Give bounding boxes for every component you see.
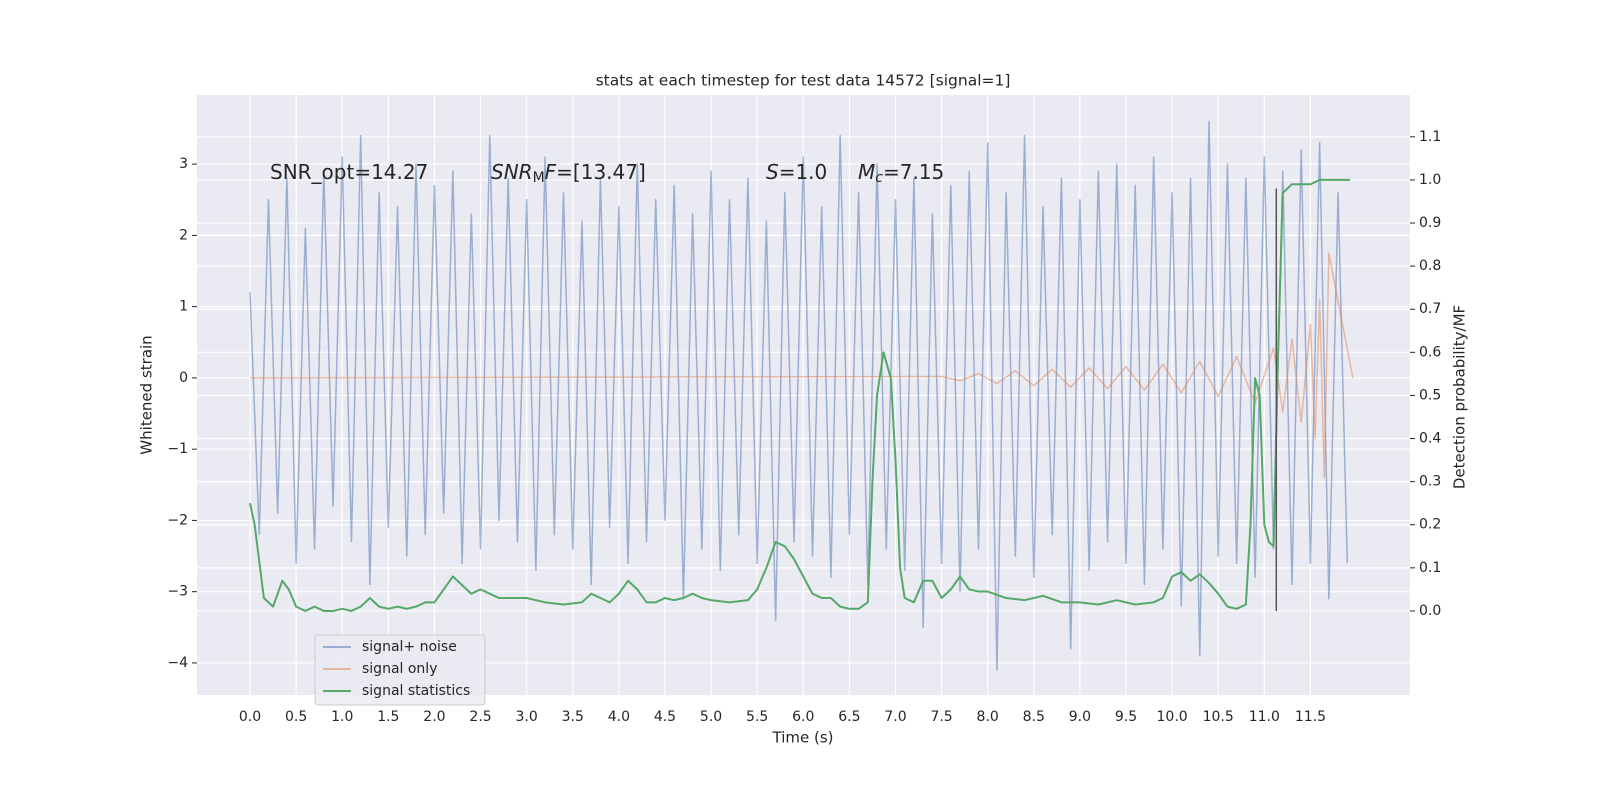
- legend: signal+ noise signal only signal statistic…: [314, 634, 486, 706]
- y-tick-label: −3: [167, 584, 188, 600]
- y2-tick-label: 1.1: [1419, 129, 1441, 145]
- x-tick-label: 4.5: [654, 709, 676, 725]
- x-tick-label: 10.5: [1203, 709, 1234, 725]
- y-tick-label: −2: [167, 512, 188, 528]
- x-tick-label: 11.5: [1295, 709, 1326, 725]
- y2-tick-label: 0.7: [1419, 301, 1441, 317]
- annotation: SNRMF=[13.47]: [491, 160, 646, 187]
- x-tick-label: 6.0: [792, 709, 814, 725]
- x-tick-label: 5.0: [700, 709, 722, 725]
- annotation-part: M: [533, 170, 545, 186]
- y2-tick-label: 0.4: [1419, 431, 1441, 447]
- x-tick-label: 7.5: [930, 709, 952, 725]
- annotation: S=1.0: [766, 160, 827, 184]
- x-tick-label: 2.5: [469, 709, 491, 725]
- x-tick-label: 9.5: [1115, 709, 1137, 725]
- x-tick-label: 11.0: [1249, 709, 1280, 725]
- legend-label: signal only: [362, 661, 437, 677]
- y-tick-label: 2: [179, 227, 188, 243]
- annotation-part: =[13.47]: [556, 160, 646, 184]
- legend-label: signal statistics: [362, 683, 470, 699]
- y2-axis-label: Detection probability/MF: [1451, 305, 1469, 489]
- legend-box: [314, 634, 486, 706]
- x-tick-label: 4.0: [608, 709, 630, 725]
- x-tick-label: 0.5: [285, 709, 307, 725]
- y2-tick-label: 0.3: [1419, 474, 1441, 490]
- x-tick-label: 1.0: [331, 709, 353, 725]
- y-tick-label: 3: [179, 156, 188, 172]
- annotation-part: c: [875, 170, 883, 186]
- y2-tick-label: 0.0: [1419, 603, 1441, 619]
- x-tick-label: 1.5: [377, 709, 399, 725]
- x-tick-label: 6.5: [838, 709, 860, 725]
- x-axis-label: Time (s): [772, 729, 834, 747]
- x-tick-label: 10.0: [1157, 709, 1188, 725]
- y2-tick-label: 0.5: [1419, 387, 1441, 403]
- annotation-part: =1.0: [779, 160, 828, 184]
- annotation-part: M: [858, 160, 875, 184]
- annotation-part: F: [545, 160, 557, 184]
- y2-tick-label: 0.1: [1419, 560, 1441, 576]
- chart-title: stats at each timestep for test data 145…: [596, 72, 1011, 90]
- x-tick-label: 3.5: [562, 709, 584, 725]
- annotation-part: =7.15: [883, 160, 944, 184]
- y-tick-label: 0: [179, 370, 188, 386]
- x-tick-label: 0.0: [239, 709, 261, 725]
- x-tick-label: 8.0: [977, 709, 999, 725]
- y-tick-label: −1: [167, 441, 188, 457]
- annotation: SNR_opt=14.27: [270, 160, 428, 184]
- legend-label: signal+ noise: [362, 639, 457, 655]
- y-tick-label: 1: [179, 299, 188, 315]
- x-tick-label: 2.0: [423, 709, 445, 725]
- annotation-part: SNR: [491, 160, 533, 184]
- annotation-part: SNR_opt=14.27: [270, 160, 428, 184]
- y2-tick-label: 0.8: [1419, 258, 1441, 274]
- x-tick-label: 9.0: [1069, 709, 1091, 725]
- x-tick-label: 7.0: [884, 709, 906, 725]
- y2-tick-label: 0.6: [1419, 344, 1441, 360]
- y2-tick-label: 0.2: [1419, 517, 1441, 533]
- x-tick-label: 8.5: [1023, 709, 1045, 725]
- x-tick-label: 5.5: [746, 709, 768, 725]
- x-tick-label: 3.0: [516, 709, 538, 725]
- annotation: Mc=7.15: [858, 160, 944, 187]
- series-line: [249, 120, 1349, 671]
- series-line: [249, 178, 1351, 612]
- y2-tick-label: 1.0: [1419, 172, 1441, 188]
- y2-tick-label: 0.9: [1419, 215, 1441, 231]
- y-tick-label: −4: [167, 655, 188, 671]
- annotation-part: S: [766, 160, 779, 184]
- series-line: [250, 252, 1354, 479]
- y-axis-label: Whitened strain: [138, 335, 156, 454]
